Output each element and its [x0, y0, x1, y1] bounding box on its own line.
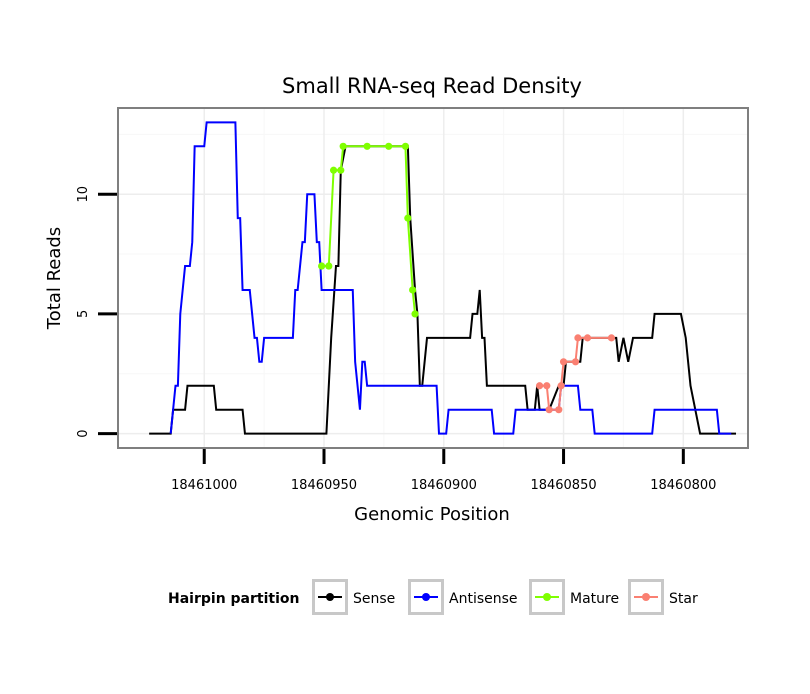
x-tick-label: 18461000 — [171, 478, 237, 493]
legend-key-point — [543, 593, 551, 601]
series-sense — [149, 145, 737, 435]
mature-point — [325, 262, 333, 270]
legend-label-antisense: Antisense — [449, 591, 518, 607]
legend-item-antisense: Antisense — [408, 579, 518, 615]
mature-point — [404, 214, 412, 222]
plot-area — [118, 108, 748, 448]
legend-title: Hairpin partition — [168, 591, 299, 607]
x-tick-label: 18460950 — [291, 478, 357, 493]
x-tick-label: 18460850 — [530, 478, 596, 493]
star-point — [543, 382, 551, 390]
mature-point — [339, 142, 347, 150]
star-line — [539, 336, 612, 411]
star-point — [545, 406, 553, 414]
x-tick-label: 18460800 — [650, 478, 716, 493]
legend: Sense Antisense Mature Star — [312, 579, 698, 615]
mature-point — [363, 142, 371, 150]
mature-point — [411, 310, 419, 318]
mature-point — [337, 166, 345, 174]
star-point — [571, 358, 580, 366]
sense-line — [149, 145, 737, 435]
legend-item-star: Star — [628, 579, 698, 615]
mature-point — [409, 286, 417, 294]
plot-border — [117, 107, 749, 449]
star-point — [559, 358, 568, 366]
star-point — [574, 334, 582, 342]
x-axis-label: Genomic Position — [354, 504, 510, 525]
y-tick-label: 5 — [76, 310, 91, 318]
series-layer — [149, 121, 737, 435]
y-axis-label: Total Reads — [44, 227, 65, 330]
mature-point — [329, 166, 338, 174]
star-point — [557, 382, 565, 390]
legend-item-sense: Sense — [312, 579, 395, 615]
star-point — [535, 382, 544, 390]
legend-label-star: Star — [669, 591, 698, 607]
star-point — [555, 406, 563, 414]
star-point — [583, 334, 592, 342]
legend-key-point — [642, 593, 650, 601]
y-tick-label: 10 — [76, 186, 91, 203]
chart-title: Small RNA-seq Read Density — [282, 74, 582, 98]
legend-key-point — [326, 593, 334, 601]
legend-item-mature: Mature — [529, 579, 619, 615]
series-star — [535, 334, 616, 414]
y-tick-label: 0 — [76, 429, 91, 437]
star-point — [607, 334, 616, 342]
legend-label-mature: Mature — [570, 591, 619, 607]
plot-background — [118, 108, 748, 448]
mature-point — [401, 142, 410, 150]
legend-key-point — [422, 593, 430, 601]
legend-label-sense: Sense — [353, 591, 395, 607]
x-tick-label: 18460900 — [411, 478, 477, 493]
mature-point — [318, 262, 326, 270]
axis-layer: 18461000 18460950 18460900 18460850 18460800… — [76, 186, 716, 493]
series-mature — [318, 142, 419, 318]
mature-point — [385, 142, 393, 150]
